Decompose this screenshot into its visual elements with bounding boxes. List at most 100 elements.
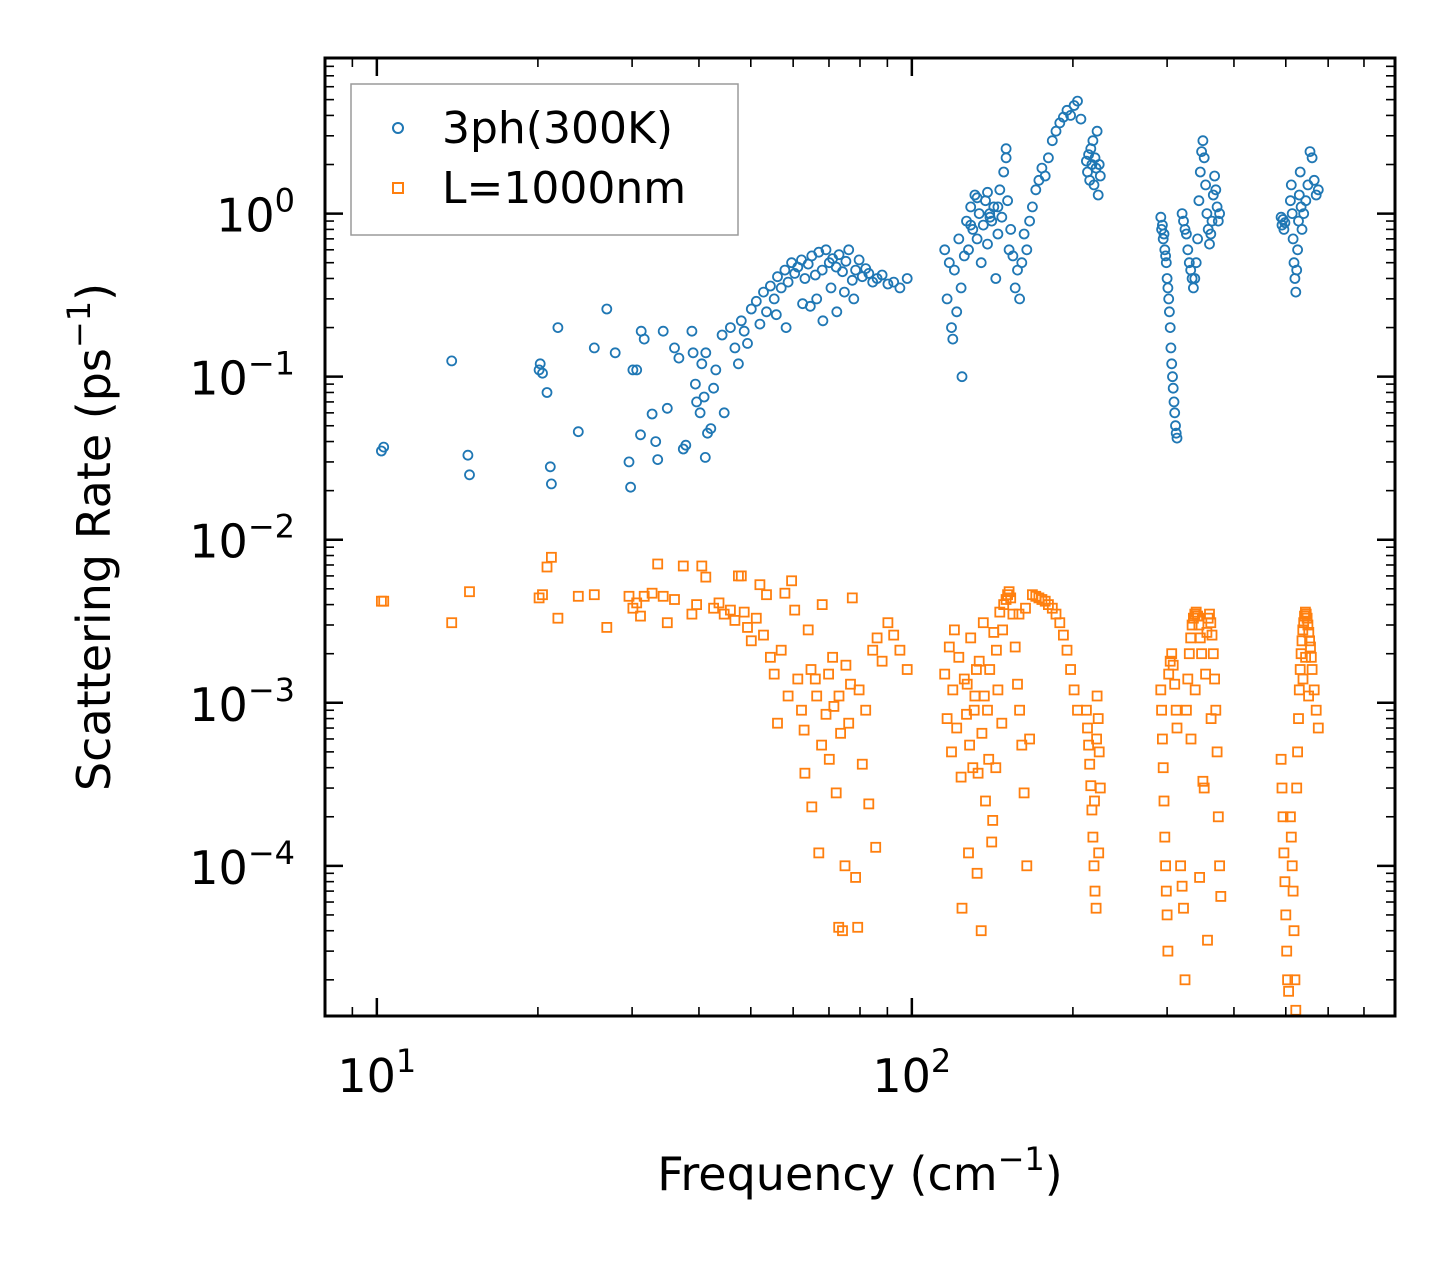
point-3ph-104 — [804, 300, 816, 312]
point-3ph-105 — [939, 244, 951, 256]
point-L1000-196 — [1179, 974, 1191, 986]
x-axis-title-close: ) — [1045, 1147, 1063, 1201]
point-L1000-67 — [853, 684, 865, 696]
legend-marker-L1000 — [392, 182, 404, 194]
point-3ph-147 — [1027, 201, 1038, 213]
point-L1000-30 — [725, 604, 736, 616]
point-3ph-186 — [1158, 228, 1170, 240]
point-3ph-96 — [780, 322, 792, 334]
point-3ph-65 — [789, 267, 801, 279]
point-L1000-98 — [955, 771, 967, 783]
point-L1000-191 — [1170, 704, 1182, 716]
point-3ph-160 — [1072, 95, 1083, 107]
point-3ph-92 — [888, 276, 900, 288]
point-3ph-99 — [825, 282, 837, 294]
point-3ph-222 — [1201, 208, 1213, 220]
point-L1000-251 — [1296, 635, 1308, 647]
point-L1000-125 — [1009, 641, 1021, 653]
point-L1000-262 — [1305, 651, 1317, 663]
point-L1000-159 — [1081, 704, 1092, 716]
point-3ph-8 — [541, 387, 553, 398]
point-L1000-248 — [1293, 684, 1305, 696]
point-3ph-142 — [1014, 293, 1025, 305]
point-3ph-158 — [1065, 110, 1076, 121]
point-L1000-140 — [1054, 617, 1066, 629]
point-L1000-63 — [840, 659, 852, 671]
point-3ph-252 — [1298, 208, 1310, 220]
point-3ph-62 — [779, 264, 791, 276]
point-L1000-197 — [1181, 704, 1192, 716]
point-L1000-176 — [1155, 684, 1167, 696]
point-3ph-193 — [1164, 306, 1175, 318]
point-3ph-83 — [850, 264, 861, 276]
point-3ph-248 — [1293, 189, 1305, 201]
point-L1000-10 — [588, 589, 600, 601]
point-3ph-68 — [799, 273, 811, 284]
point-3ph-91 — [882, 278, 894, 290]
point-L1000-156 — [972, 767, 984, 779]
point-3ph-199 — [1168, 396, 1180, 408]
point-L1000-168 — [1090, 902, 1102, 914]
point-3ph-78 — [833, 249, 845, 261]
point-L1000-97 — [953, 651, 965, 663]
point-L1000-47 — [786, 575, 797, 587]
point-L1000-56 — [816, 599, 828, 610]
point-L1000-31 — [729, 615, 741, 626]
point-L1000-81 — [845, 678, 856, 690]
point-3ph-73 — [816, 264, 828, 276]
point-3ph-32 — [686, 325, 698, 337]
point-3ph-188 — [1160, 250, 1171, 262]
point-3ph-200 — [1169, 407, 1181, 419]
point-3ph-6 — [534, 358, 546, 370]
point-3ph-238 — [1285, 195, 1296, 207]
point-3ph-167 — [984, 211, 996, 223]
point-3ph-1 — [378, 441, 390, 453]
point-3ph-219 — [1197, 135, 1209, 147]
point-L1000-102 — [963, 847, 974, 859]
point-3ph-38 — [698, 391, 710, 403]
point-3ph-240 — [1286, 208, 1298, 220]
point-3ph-112 — [953, 233, 965, 245]
point-L1000-130 — [1021, 860, 1033, 872]
point-3ph-197 — [1167, 371, 1178, 383]
point-L1000-234 — [1280, 909, 1292, 921]
point-3ph-170 — [1083, 149, 1094, 161]
point-L1000-165 — [1087, 831, 1099, 843]
point-3ph-80 — [840, 255, 852, 267]
point-L1000-222 — [1214, 860, 1225, 872]
y-axis-title: Scattering Rate (ps−1) — [60, 283, 121, 791]
point-3ph-100 — [839, 286, 850, 298]
point-L1000-209 — [1197, 775, 1209, 787]
point-L1000-59 — [827, 651, 838, 663]
point-3ph-153 — [1046, 135, 1058, 147]
x-tick-label-0: 101 — [337, 1042, 416, 1103]
point-3ph-151 — [1039, 170, 1051, 182]
point-3ph-179 — [1092, 189, 1104, 201]
point-L1000-226 — [1185, 733, 1197, 745]
point-L1000-11 — [601, 622, 613, 633]
point-3ph-246 — [1292, 244, 1303, 256]
point-3ph-61 — [775, 282, 787, 294]
point-L1000-129 — [1018, 787, 1030, 799]
point-L1000-172 — [1094, 782, 1106, 794]
point-L1000-166 — [1088, 860, 1100, 872]
point-L1000-73 — [876, 655, 888, 667]
point-3ph-163 — [982, 186, 993, 198]
point-3ph-217 — [1194, 166, 1206, 178]
point-L1000-131 — [1024, 733, 1035, 745]
y-tick-label-3: 10−3 — [189, 671, 295, 732]
point-3ph-24 — [650, 436, 662, 448]
point-L1000-245 — [1291, 782, 1303, 794]
point-L1000-136 — [1039, 595, 1051, 607]
point-L1000-210 — [1198, 782, 1210, 794]
point-L1000-173 — [1089, 795, 1100, 807]
point-L1000-75 — [888, 629, 900, 641]
point-L1000-150 — [971, 664, 982, 675]
legend-marker-3ph — [392, 122, 404, 134]
point-L1000-228 — [1205, 713, 1217, 724]
point-L1000-223 — [1215, 891, 1227, 902]
point-L1000-64 — [843, 717, 855, 729]
point-3ph-28 — [669, 342, 680, 354]
point-L1000-246 — [1292, 746, 1303, 758]
point-3ph-126 — [982, 238, 993, 250]
